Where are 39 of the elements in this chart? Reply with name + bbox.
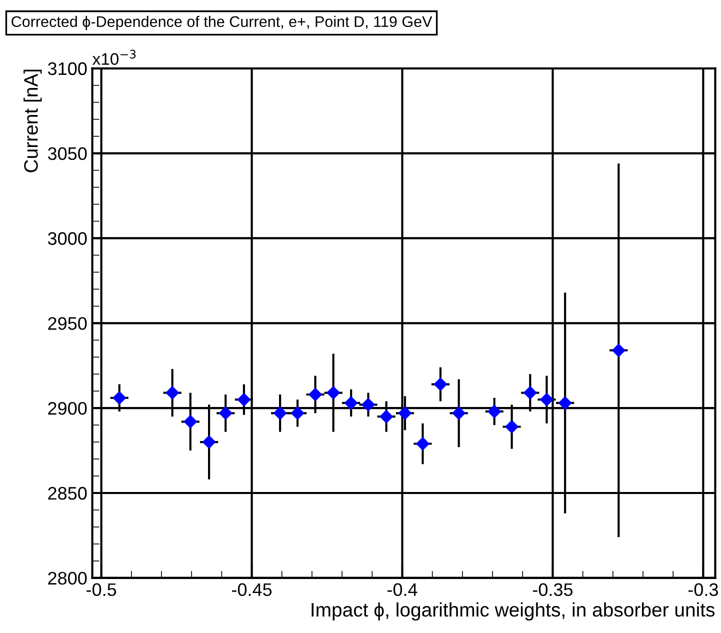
point bbox=[202, 435, 216, 449]
x-tick-label: -0.5 bbox=[86, 583, 116, 596]
point bbox=[380, 410, 393, 424]
y-tick-label: 2800 bbox=[48, 572, 87, 585]
point bbox=[219, 406, 232, 420]
y-axis-title: Current [nA] bbox=[24, 70, 42, 172]
point bbox=[184, 415, 197, 428]
point bbox=[273, 406, 287, 420]
point bbox=[434, 378, 448, 391]
point bbox=[488, 404, 501, 418]
point bbox=[166, 386, 179, 400]
point bbox=[416, 437, 430, 450]
y-tick-label: 3050 bbox=[48, 147, 87, 160]
x-tick-label: -0.35 bbox=[532, 583, 573, 596]
point bbox=[452, 406, 466, 420]
y-tick-label: 3000 bbox=[48, 232, 87, 245]
point bbox=[558, 396, 572, 410]
point bbox=[505, 420, 518, 434]
point bbox=[237, 392, 251, 406]
y-tick-label: 2950 bbox=[48, 317, 87, 330]
x-tick-label: -0.45 bbox=[232, 583, 272, 596]
point bbox=[398, 406, 412, 420]
y-tick-label: 2900 bbox=[48, 402, 87, 415]
point bbox=[524, 386, 537, 400]
point bbox=[308, 388, 322, 402]
point bbox=[112, 391, 126, 404]
x-axis-title: Impact ϕ, logarithmic weights, in absorber units bbox=[312, 602, 715, 621]
point bbox=[612, 344, 626, 357]
text: x10$^{−3}$ bbox=[92, 50, 136, 65]
point bbox=[362, 398, 375, 412]
point bbox=[540, 392, 554, 406]
chart-title: Corrected ϕ-Dependence of the Current, e+, Point D, 119 GeV bbox=[12, 16, 432, 30]
point bbox=[290, 406, 304, 420]
point bbox=[326, 386, 340, 400]
point bbox=[344, 396, 358, 410]
x-tick-label: -0.4 bbox=[388, 583, 418, 596]
y-tick-label: 3100 bbox=[48, 62, 87, 76]
y-tick-label: 2850 bbox=[48, 486, 87, 500]
x-tick-label: -0.3 bbox=[688, 583, 718, 596]
